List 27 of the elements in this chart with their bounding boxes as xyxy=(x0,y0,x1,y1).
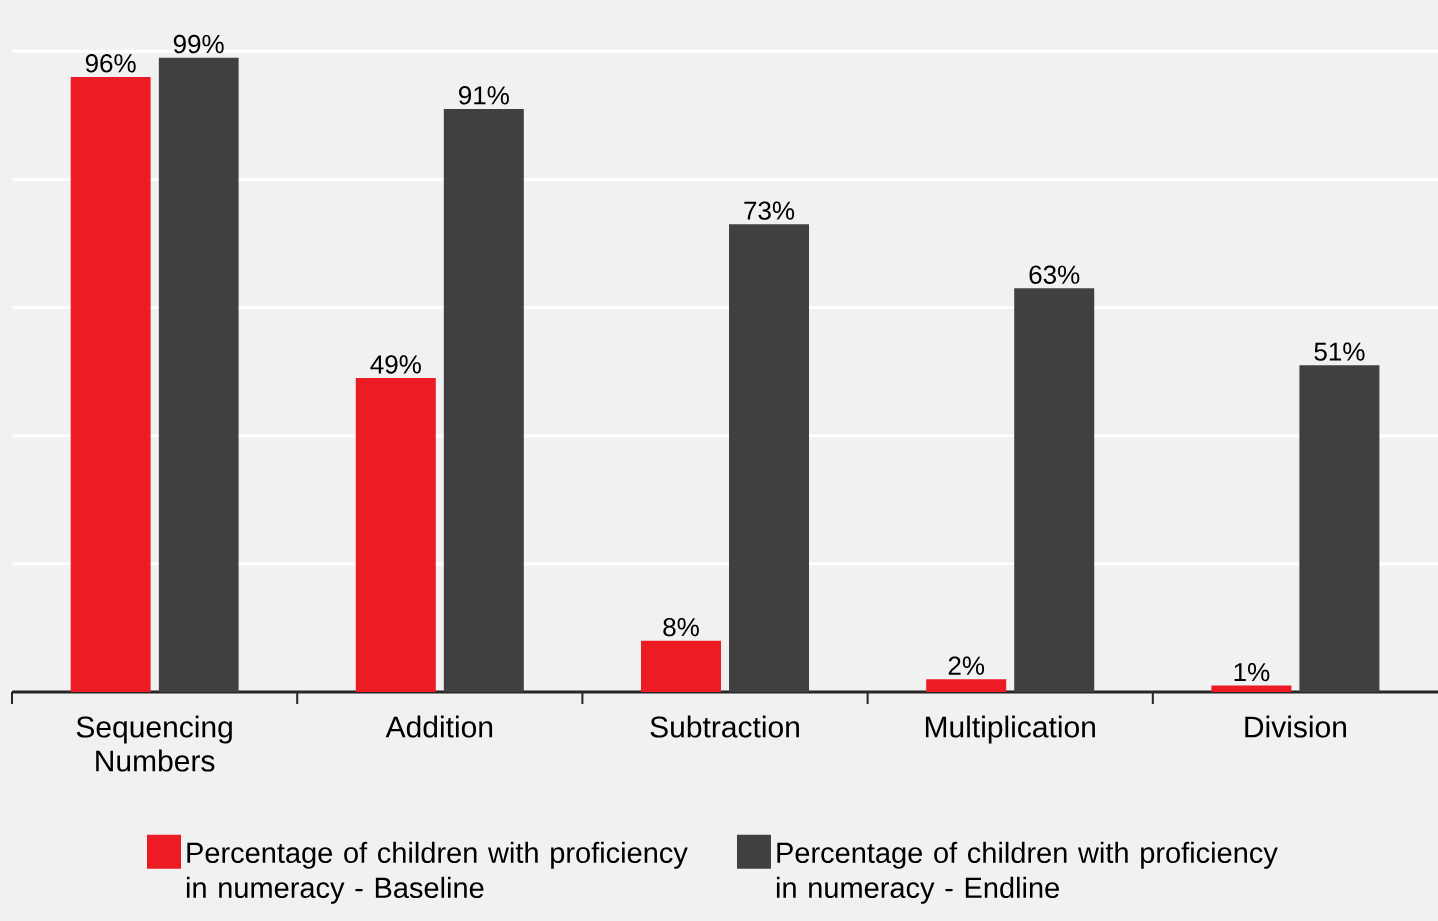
legend-label: Percentage of children with proficiency in numeracy - Baseline xyxy=(186,841,688,904)
bar xyxy=(641,640,722,692)
data-label: 63% xyxy=(1029,265,1080,284)
bar xyxy=(443,108,524,692)
data-label: 99% xyxy=(173,34,224,54)
data-label: 8% xyxy=(663,617,699,637)
x-tick-label: Multiplication xyxy=(925,715,1095,744)
data-label: 73% xyxy=(744,201,795,220)
data-label: 51% xyxy=(1314,342,1365,361)
data-label: 49% xyxy=(370,355,421,374)
x-tick-label: Addition xyxy=(385,715,493,738)
bar xyxy=(1014,288,1095,692)
bar xyxy=(158,57,239,692)
bar xyxy=(355,378,436,692)
bar xyxy=(729,224,810,692)
bar xyxy=(1299,365,1380,692)
data-label: 96% xyxy=(85,54,136,73)
x-tick-label: Division xyxy=(1245,715,1346,738)
bar xyxy=(926,679,1007,692)
bar xyxy=(70,76,151,692)
bar xyxy=(1211,685,1292,692)
data-label: 2% xyxy=(948,656,985,675)
legend-label: Percentage of children with proficiency in numeracy - Endline xyxy=(776,841,1278,904)
data-label: 91% xyxy=(459,86,509,105)
x-tick-label: Subtraction xyxy=(650,715,799,738)
x-tick-label: Sequencing Numbers xyxy=(76,715,232,772)
data-label: 1% xyxy=(1234,663,1270,682)
